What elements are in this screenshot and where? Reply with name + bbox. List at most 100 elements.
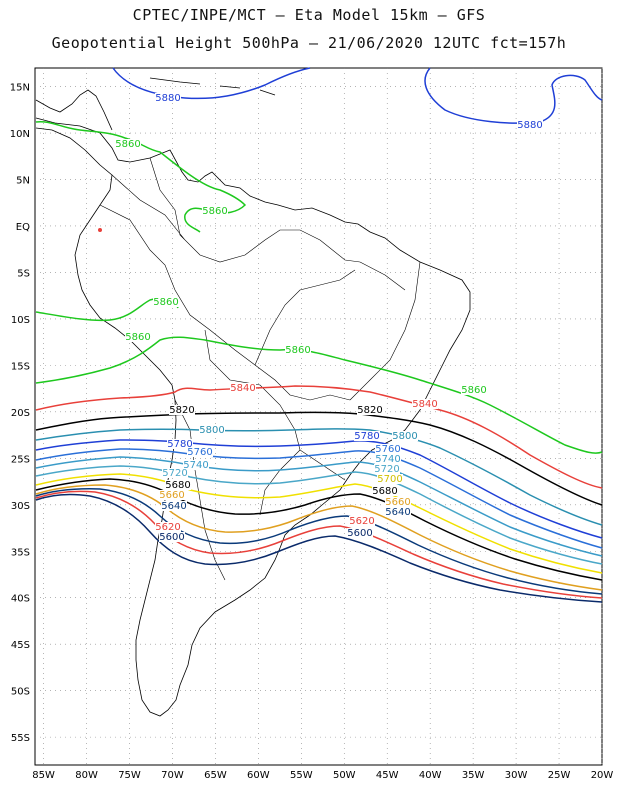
- contour-line-5700: [35, 473, 603, 574]
- contour-label: 5620: [349, 516, 374, 527]
- lon-tick-label: 40W: [419, 770, 442, 781]
- contour-label: 5860: [153, 297, 178, 308]
- island-marker: [98, 228, 102, 232]
- contour-label-bg: [392, 431, 418, 441]
- lat-tick-label: 30S: [11, 501, 30, 512]
- contour-line-5820: [35, 411, 603, 506]
- lat-tick-label: 15N: [10, 83, 30, 94]
- contour-label: 5880: [155, 93, 180, 104]
- contour-labels: 5880 5880 5860 5860 5860 5860 5860 5860 5840 5840…: [115, 93, 543, 543]
- contour-label: 5780: [354, 431, 379, 442]
- contour-label: 5860: [461, 385, 486, 396]
- lon-tick-label: 65W: [204, 770, 227, 781]
- lon-tick-label: 75W: [118, 770, 141, 781]
- lon-tick-label: 50W: [333, 770, 356, 781]
- contour-label-bg: [169, 405, 195, 415]
- contour-line-5620: [35, 490, 603, 599]
- contour-label-bg: [115, 139, 141, 149]
- caribbean-islands: [149, 77, 276, 96]
- contour-label-bg: [161, 501, 187, 511]
- lat-tick-label: 10N: [10, 129, 30, 140]
- map-title: CPTEC/INPE/MCT – Eta Model 15km – GFS: [132, 6, 486, 24]
- lat-tick-label: 35S: [11, 547, 30, 558]
- lon-tick-label: 25W: [548, 770, 571, 781]
- contour-label-bg: [167, 439, 193, 449]
- lon-tick-label: 35W: [462, 770, 485, 781]
- contour-line-5840: [35, 385, 603, 489]
- contour-label-bg: [374, 464, 400, 474]
- contour-label: 5820: [169, 405, 194, 416]
- lon-tick-label: 20W: [591, 770, 614, 781]
- lat-tick-label: 25S: [11, 454, 30, 465]
- map-subtitle: Geopotential Height 500hPa – 21/06/2020 …: [51, 34, 567, 52]
- contour-label: 5880: [517, 120, 542, 131]
- contour-label: 5680: [372, 486, 397, 497]
- contour-label-bg: [159, 490, 185, 500]
- contour-label-bg: [202, 206, 228, 216]
- contour-label-bg: [162, 468, 188, 478]
- contour-label-bg: [159, 532, 185, 542]
- contour-label: 5780: [167, 439, 192, 450]
- contour-label: 5720: [374, 464, 399, 475]
- coastlines: [35, 77, 471, 717]
- contour-label: 5620: [155, 522, 180, 533]
- map-frame: [34, 67, 603, 766]
- contour-label: 5660: [385, 497, 410, 508]
- contour-label-bg: [153, 297, 179, 307]
- contour-label-bg: [354, 431, 380, 441]
- contour-label-bg: [461, 385, 487, 395]
- contour-label: 5720: [162, 468, 187, 479]
- contour-line-5860: [35, 120, 247, 233]
- contour-label-bg: [372, 486, 398, 496]
- contour-line-5740: [35, 456, 603, 557]
- contour-label-bg: [155, 522, 181, 532]
- contour-line-5680: [35, 478, 603, 581]
- south-america-coastline: [35, 117, 471, 717]
- lat-tick-label: 10S: [11, 315, 30, 326]
- contour-line-5880: [424, 67, 603, 124]
- contour-label: 5640: [385, 507, 410, 518]
- small-islands: [98, 228, 102, 232]
- contour-label-bg: [347, 528, 373, 538]
- contour-label: 5840: [412, 399, 437, 410]
- contour-label: 5740: [183, 460, 208, 471]
- contour-label: 5700: [377, 474, 402, 485]
- central-america-coast: [35, 89, 113, 131]
- contour-label: 5600: [159, 532, 184, 543]
- contour-label-bg: [412, 399, 438, 409]
- lon-tick-label: 80W: [75, 770, 98, 781]
- contour-label-bg: [125, 332, 151, 342]
- contour-label-bg: [375, 444, 401, 454]
- lon-tick-label: 45W: [376, 770, 399, 781]
- contour-label-bg: [187, 447, 213, 457]
- contour-label: 5760: [187, 447, 212, 458]
- contour-line-5660: [35, 484, 603, 591]
- lat-tick-label: 40S: [11, 594, 30, 605]
- contour-label: 5860: [125, 332, 150, 343]
- contour-label: 5860: [285, 345, 310, 356]
- contour-label-bg: [230, 383, 256, 393]
- lat-tick-label: 45S: [11, 640, 30, 651]
- lon-tick-label: 55W: [290, 770, 313, 781]
- contour-label-bg: [349, 516, 375, 526]
- contour-line-5880: [112, 67, 311, 100]
- contour-label-bg: [199, 425, 225, 435]
- contour-line-5720: [35, 465, 603, 565]
- contour-label: 5600: [347, 528, 372, 539]
- lat-tick-label: EQ: [16, 222, 30, 233]
- lat-tick-label: 15S: [11, 361, 30, 372]
- contour-label: 5800: [392, 431, 417, 442]
- contour-label: 5660: [159, 490, 184, 501]
- contour-line-5860: [35, 336, 603, 454]
- contour-label: 5860: [202, 206, 227, 217]
- contour-label: 5680: [165, 480, 190, 491]
- contour-line-5640: [35, 488, 603, 595]
- latitude-labels: 15N 10N 5N EQ 5S 10S 15S 20S 25S 30S 35S 40S 45S 50S 5…: [10, 83, 30, 745]
- contour-label-bg: [377, 474, 403, 484]
- longitude-labels: 85W 80W 75W 70W 65W 60W 55W 50W 45W 40W 35W 30W 25W 2…: [32, 770, 613, 781]
- contour-label-bg: [375, 454, 401, 464]
- contour-label-bg: [165, 480, 191, 490]
- contour-line-5760: [35, 448, 603, 549]
- contour-line-5780: [35, 439, 603, 539]
- contour-label-bg: [517, 120, 543, 130]
